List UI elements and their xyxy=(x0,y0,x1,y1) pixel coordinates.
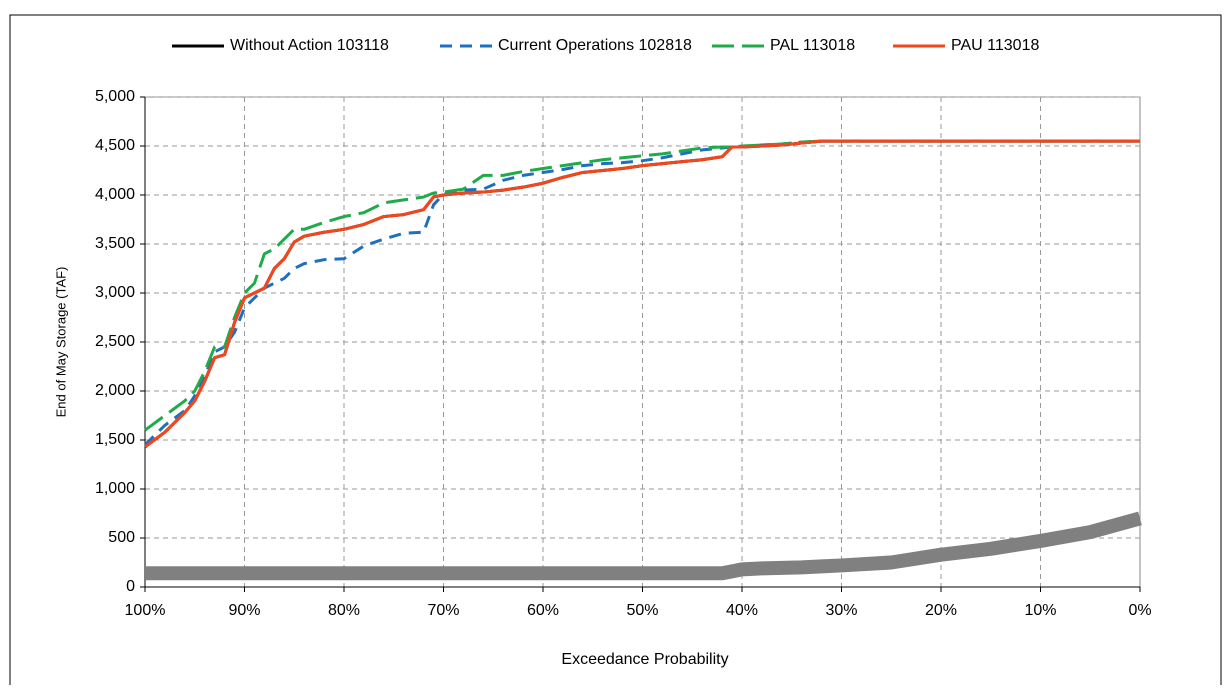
y-axis-label: End of May Storage (TAF) xyxy=(53,267,68,418)
band xyxy=(145,511,1142,581)
x-tick-label: 40% xyxy=(726,602,758,619)
x-tick-label: 0% xyxy=(1128,602,1151,619)
y-tick-label: 5,000 xyxy=(95,88,135,105)
x-axis-label: Exceedance Probability xyxy=(561,651,728,668)
legend-label: PAU 113018 xyxy=(951,37,1039,54)
legend-label: PAL 113018 xyxy=(770,37,855,54)
y-tick-label: 3,500 xyxy=(95,235,135,252)
x-tick-label: 90% xyxy=(228,602,260,619)
legend-label: Without Action 103118 xyxy=(230,37,389,54)
y-tick-label: 2,000 xyxy=(95,382,135,399)
y-tick-label: 0 xyxy=(126,578,135,595)
x-tick-label: 50% xyxy=(626,602,658,619)
series-line xyxy=(143,139,1140,446)
x-tick-label: 60% xyxy=(527,602,559,619)
x-tick-label: 20% xyxy=(925,602,957,619)
x-tick-label: 10% xyxy=(1024,602,1056,619)
y-tick-label: 2,500 xyxy=(95,333,135,350)
y-tick-label: 1,000 xyxy=(95,480,135,497)
x-tick-label: 30% xyxy=(825,602,857,619)
y-tick-label: 4,500 xyxy=(95,137,135,154)
x-tick-label: 70% xyxy=(427,602,459,619)
y-tick-label: 3,000 xyxy=(95,284,135,301)
y-tick-label: 4,000 xyxy=(95,186,135,203)
series-line xyxy=(144,139,1140,449)
x-tick-label: 100% xyxy=(125,602,166,619)
y-tick-label: 500 xyxy=(108,529,135,546)
y-tick-label: 1,500 xyxy=(95,431,135,448)
legend-label: Current Operations 102818 xyxy=(498,37,692,54)
x-tick-label: 80% xyxy=(328,602,360,619)
